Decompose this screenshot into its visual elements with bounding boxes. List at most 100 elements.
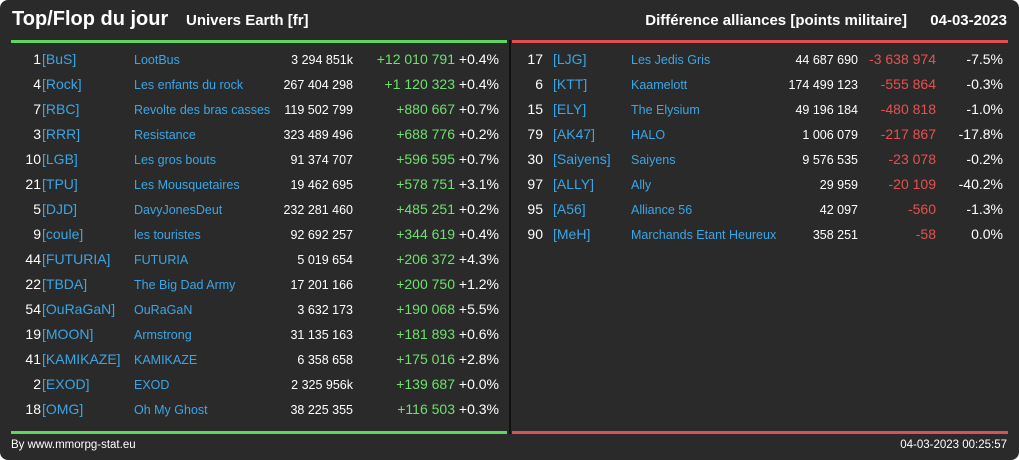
alliance-rank: 30	[527, 151, 543, 167]
table-row: 41 [KAMIKAZE] KAMIKAZE 6 358 658 +175 016 +2.…	[11, 347, 508, 372]
alliance-name[interactable]: Les gros bouts	[134, 153, 216, 167]
alliance-name[interactable]: Marchands Etant Heureux	[631, 228, 777, 242]
table-row: 21 [TPU] Les Mousquetaires 19 462 695 +578 7…	[11, 172, 508, 197]
alliance-rank: 41	[25, 351, 41, 367]
alliance-name[interactable]: Resistance	[134, 128, 196, 142]
alliance-tag[interactable]: [LGB]	[42, 151, 78, 167]
points-difference: +139 687	[396, 376, 455, 392]
alliance-name[interactable]: Saiyens	[631, 153, 676, 167]
table-row: 97 [ALLY] Ally 29 959 -20 109 -40.2%	[512, 172, 1009, 197]
alliance-name[interactable]: KAMIKAZE	[134, 353, 198, 367]
alliance-tag[interactable]: [coule]	[42, 226, 84, 242]
alliance-name[interactable]: DavyJonesDeut	[134, 203, 223, 217]
alliance-name[interactable]: The Elysium	[631, 103, 700, 117]
alliance-name[interactable]: HALO	[631, 128, 666, 142]
alliance-tag[interactable]: [LJG]	[553, 51, 587, 67]
points-difference: +181 893	[396, 326, 455, 342]
alliance-name[interactable]: Les enfants du rock	[134, 78, 244, 92]
alliance-tag[interactable]: [OuRaGaN]	[42, 301, 116, 317]
alliance-name[interactable]: Revolte des bras casses	[134, 103, 271, 117]
alliance-rank: 6	[535, 76, 543, 92]
table-row: 10 [LGB] Les gros bouts 91 374 707 +596 595 +…	[11, 147, 508, 172]
alliance-tag[interactable]: [OMG]	[42, 401, 84, 417]
alliance-points: 6 358 658	[297, 353, 353, 367]
alliance-tag[interactable]: [A56]	[553, 201, 586, 217]
source-credit: By www.mmorpg-stat.eu	[11, 439, 136, 451]
alliance-points: 119 502 799	[284, 103, 353, 117]
table-row: 90 [MeH] Marchands Etant Heureux 358 251 -58…	[512, 222, 1009, 247]
alliance-tag[interactable]: [TPU]	[42, 176, 78, 192]
table-row: 95 [A56] Alliance 56 42 097 -560 -1.3%	[512, 197, 1009, 222]
alliance-rank: 10	[25, 151, 41, 167]
alliance-name[interactable]: EXOD	[134, 378, 170, 392]
alliance-points: 3 294 851k	[291, 53, 353, 67]
alliance-name[interactable]: Armstrong	[134, 328, 192, 342]
alliance-points: 31 135 163	[290, 328, 353, 342]
alliance-points: 2 325 956k	[291, 378, 353, 392]
alliance-tag[interactable]: [TBDA]	[42, 276, 88, 292]
header: Top/Flop du jour Univers Earth [fr] Diff…	[0, 0, 1019, 40]
alliance-name[interactable]: LootBus	[134, 53, 180, 67]
percent-change: +3.1%	[458, 176, 499, 192]
points-difference: +116 503	[397, 401, 455, 417]
alliance-tag[interactable]: [MOON]	[42, 326, 94, 342]
alliance-rank: 7	[33, 101, 41, 117]
alliance-name[interactable]: Les Mousquetaires	[134, 178, 240, 192]
points-difference: +175 016	[396, 351, 455, 367]
percent-change: +0.7%	[458, 101, 499, 117]
points-difference: -20 109	[888, 176, 936, 192]
percent-change: +0.4%	[458, 51, 499, 67]
alliance-tag[interactable]: [KAMIKAZE]	[42, 351, 121, 367]
points-difference: +485 251	[396, 201, 455, 217]
alliance-points: 38 225 355	[290, 403, 353, 417]
alliance-points: 358 251	[812, 228, 858, 242]
alliance-points: 29 959	[819, 178, 858, 192]
alliance-rank: 2	[33, 376, 41, 392]
table-row: 19 [MOON] Armstrong 31 135 163 +181 893 +0.6%	[11, 322, 508, 347]
alliance-tag[interactable]: [MeH]	[553, 226, 591, 242]
alliance-tag[interactable]: [Rock]	[42, 76, 82, 92]
alliance-rank: 54	[25, 301, 41, 317]
alliance-tag[interactable]: [KTT]	[553, 76, 588, 92]
percent-change: +0.2%	[458, 126, 499, 142]
alliance-name[interactable]: The Big Dad Army	[134, 278, 236, 292]
top-accent-bar-bottom	[11, 431, 507, 434]
percent-change: +5.5%	[458, 301, 499, 317]
alliance-rank: 1	[33, 51, 41, 67]
alliance-name[interactable]: les touristes	[134, 228, 201, 242]
alliance-tag[interactable]: [DJD]	[42, 201, 77, 217]
alliance-rank: 19	[25, 326, 41, 342]
generated-timestamp: 04-03-2023 00:25:57	[900, 439, 1007, 451]
alliance-rank: 18	[25, 401, 41, 417]
alliance-tag[interactable]: [ALLY]	[553, 176, 594, 192]
alliance-name[interactable]: Oh My Ghost	[134, 403, 208, 417]
alliance-tag[interactable]: [BuS]	[42, 51, 77, 67]
alliance-name[interactable]: OuRaGaN	[134, 303, 193, 317]
alliance-tag[interactable]: [EXOD]	[42, 376, 90, 392]
top-accent-bar	[11, 40, 507, 43]
alliance-tag[interactable]: [FUTURIA]	[42, 251, 111, 267]
table-row: 4 [Rock] Les enfants du rock 267 404 298 +1 …	[11, 72, 508, 97]
alliance-tag[interactable]: [ELY]	[553, 101, 587, 117]
points-difference: -3 638 974	[869, 51, 936, 67]
alliance-points: 3 632 173	[297, 303, 353, 317]
alliance-points: 17 201 166	[290, 278, 353, 292]
alliance-name[interactable]: Kaamelott	[631, 78, 688, 92]
percent-change: -1.0%	[966, 101, 1003, 117]
points-difference: -480 818	[880, 101, 936, 117]
alliance-name[interactable]: Ally	[631, 178, 652, 192]
alliance-name[interactable]: FUTURIA	[134, 253, 189, 267]
points-difference: -217 867	[880, 126, 936, 142]
alliance-name[interactable]: Alliance 56	[631, 203, 693, 217]
points-difference: +578 751	[396, 176, 455, 192]
points-difference: +12 010 791	[376, 51, 455, 67]
alliance-name[interactable]: Les Jedis Gris	[631, 53, 711, 67]
table-row: 1 [BuS] LootBus 3 294 851k +12 010 791 +0.4%	[11, 47, 508, 72]
alliance-points: 1 006 079	[802, 128, 858, 142]
table-row: 3 [RRR] Resistance 323 489 496 +688 776 +0.2%	[11, 122, 508, 147]
alliance-tag[interactable]: [AK47]	[553, 126, 596, 142]
percent-change: -0.2%	[966, 151, 1003, 167]
alliance-tag[interactable]: [RBC]	[42, 101, 80, 117]
alliance-tag[interactable]: [Saiyens]	[553, 151, 611, 167]
alliance-tag[interactable]: [RRR]	[42, 126, 81, 142]
